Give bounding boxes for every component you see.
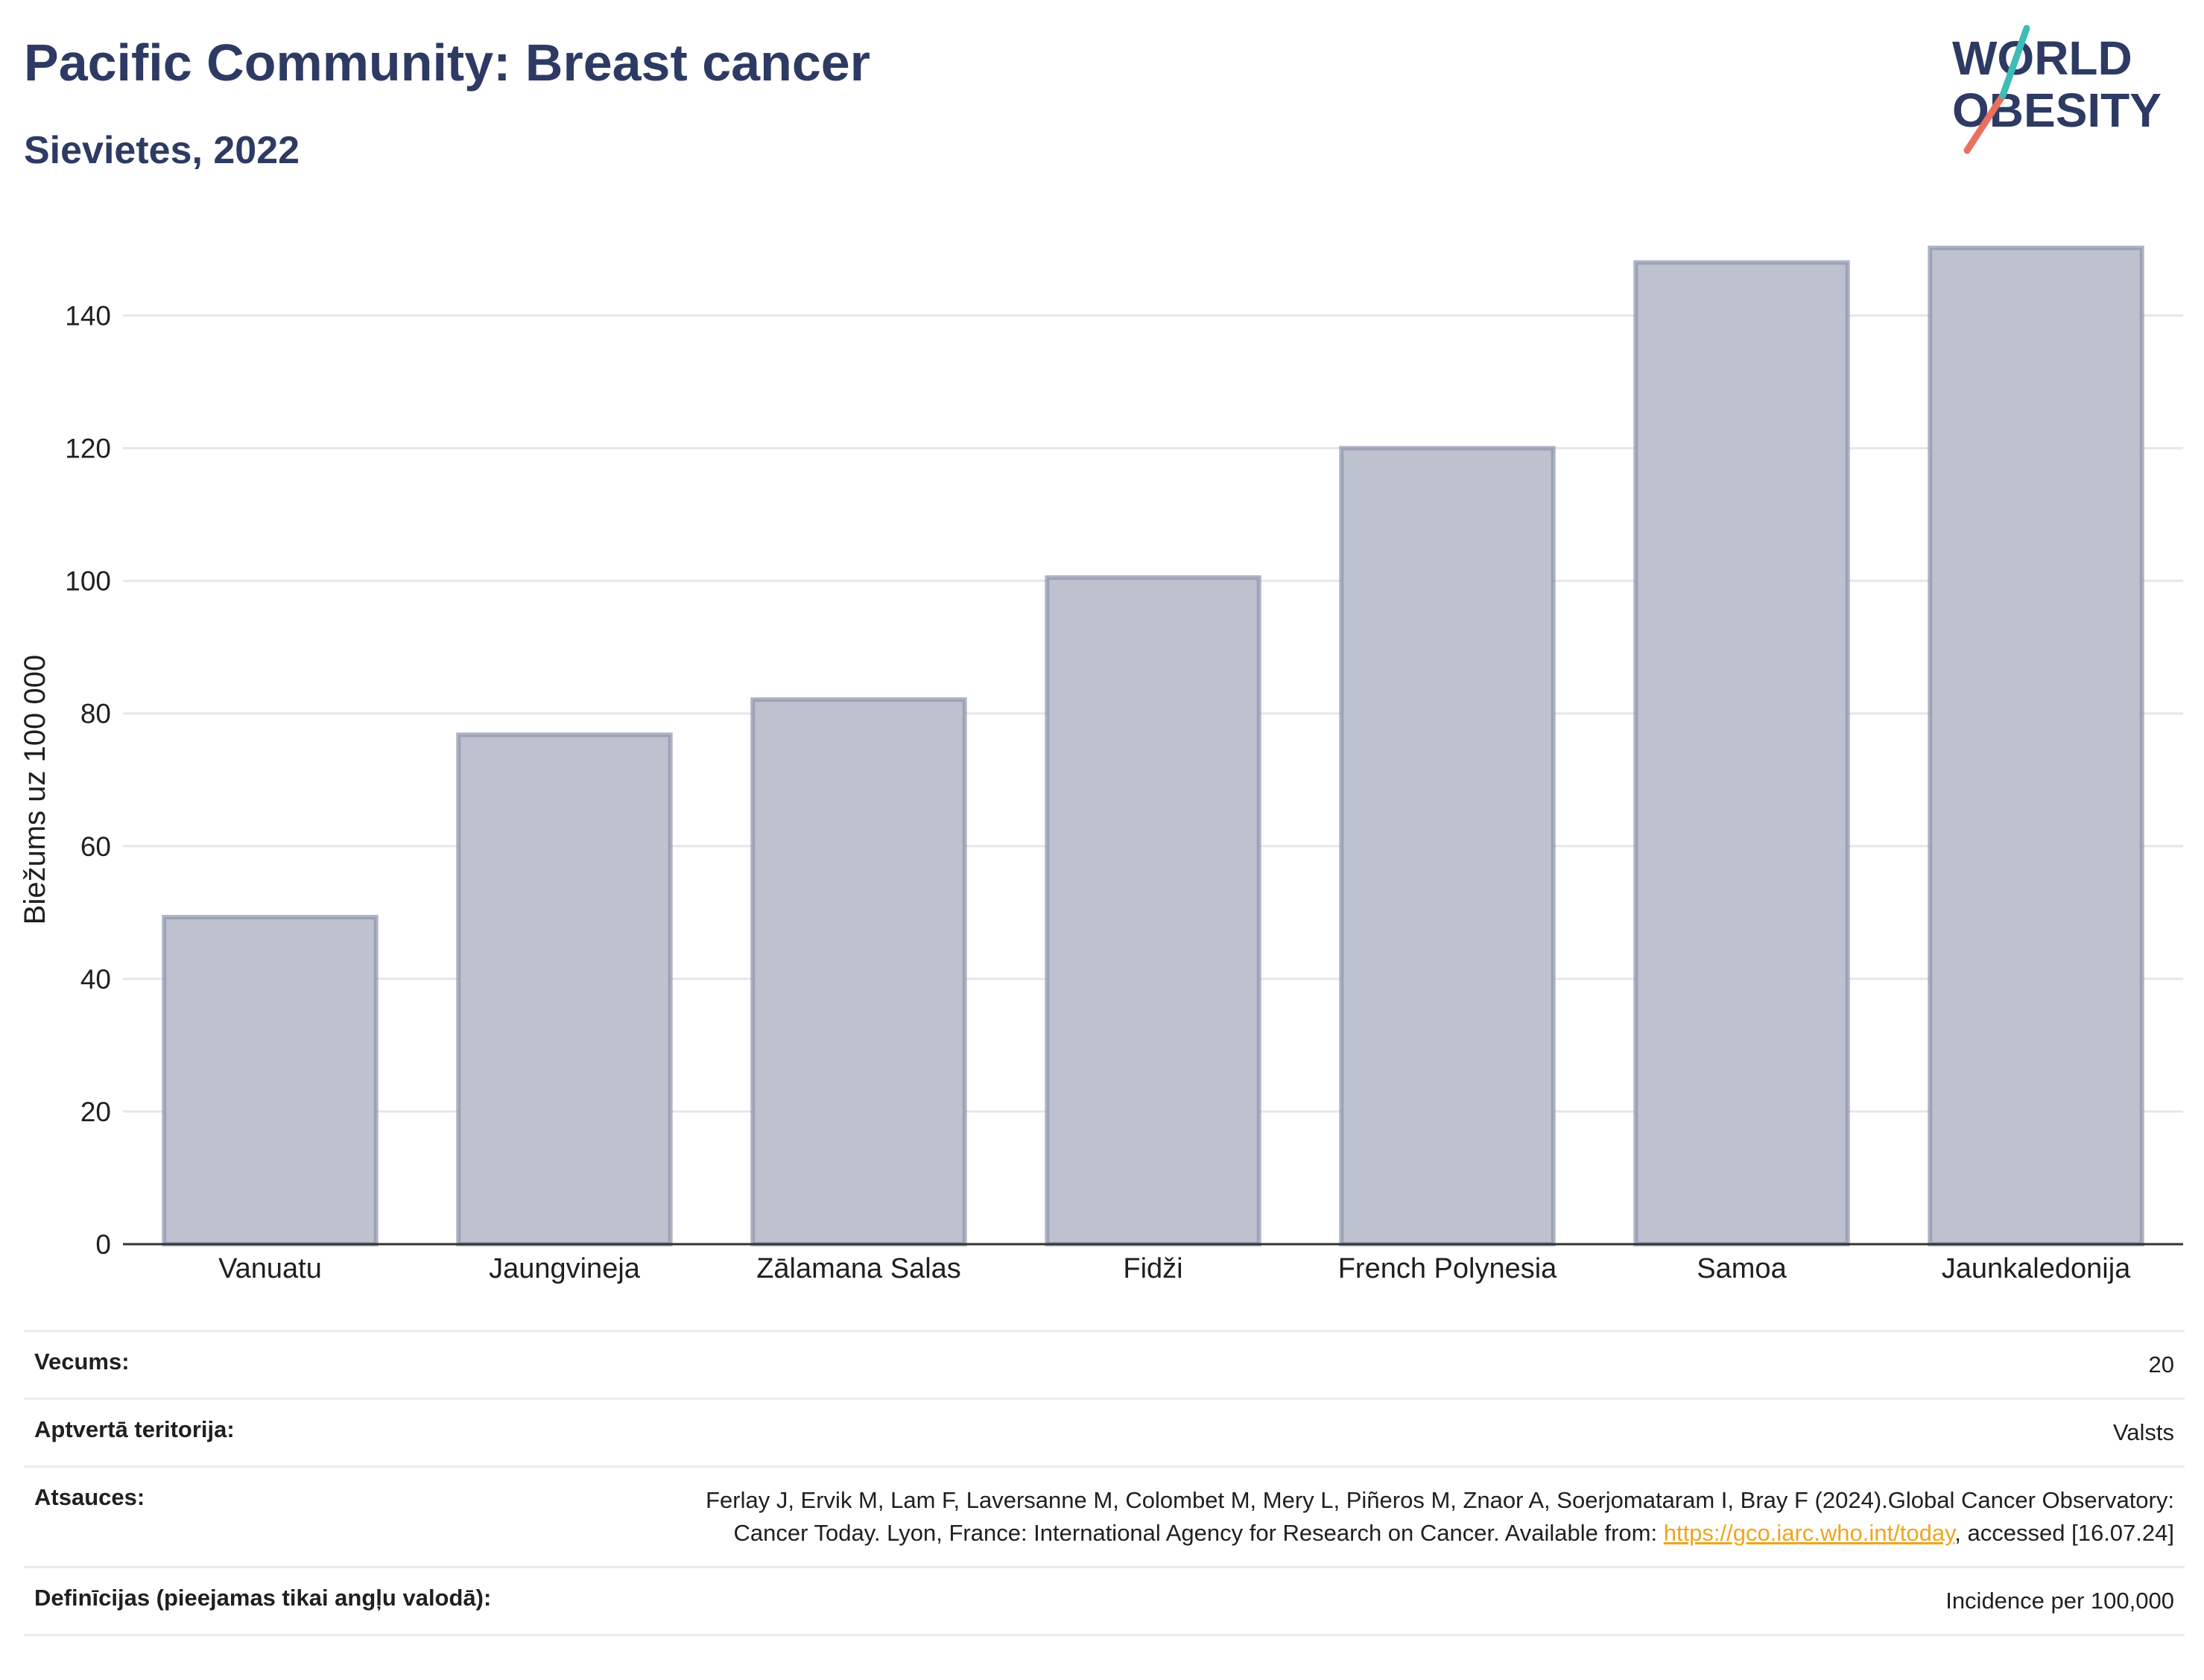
y-tick-label: 120 (65, 434, 111, 464)
info-row-definitions: Definīcijas (pieejamas tikai angļu valod… (24, 1566, 2185, 1636)
logo-line2: OBESITY (1952, 83, 2162, 137)
y-tick-label: 140 (65, 301, 111, 332)
info-row-age: Vecums: 20 (24, 1330, 2185, 1398)
info-table: Vecums: 20 Aptvertā teritorija: Valsts A… (24, 1330, 2185, 1636)
reference-text: Ferlay J, Ervik M, Lam F, Laversanne M, … (684, 1484, 2174, 1550)
logo-line1: WORLD (1952, 31, 2132, 85)
chart-subtitle: Sievietes, 2022 (24, 129, 300, 172)
bar-z-lamana-salas (750, 697, 967, 1246)
y-tick-label: 80 (80, 699, 111, 729)
bar-jaungvineja (456, 732, 673, 1246)
info-value: Incidence per 100,000 (1945, 1588, 2174, 1614)
bar-jaunkaledonija (1928, 245, 2144, 1247)
bar-french-polynesia (1339, 446, 1556, 1246)
bar-samoa (1633, 260, 1850, 1246)
x-tick-label: Vanuatu (218, 1253, 322, 1284)
info-value: 20 (2148, 1351, 2174, 1378)
info-label: Aptvertā teritorija: (34, 1416, 235, 1442)
x-tick-label: Samoa (1697, 1253, 1787, 1284)
bar-chart: 0 20 40 60 80 100 120 140 Vanuatu Jaungvineja Zāl… (19, 245, 2183, 1284)
info-row-coverage: Aptvertā teritorija: Valsts (24, 1398, 2185, 1465)
chart-title: Pacific Community: Breast cancer (24, 34, 870, 92)
x-tick-label: Jaunkaledonija (1942, 1253, 2131, 1284)
y-tick-label: 20 (80, 1097, 111, 1127)
x-tick-label: Fidži (1123, 1253, 1182, 1284)
y-tick-label: 40 (80, 964, 111, 995)
x-tick-label: Zālamana Salas (756, 1253, 961, 1284)
x-tick-label: Jaungvineja (489, 1253, 641, 1284)
bar-vanuatu (162, 915, 379, 1247)
logo-slash-teal (1999, 25, 2030, 99)
world-obesity-logo: WORLD OBESITY (1952, 25, 2162, 154)
y-tick-labels: 0 20 40 60 80 100 120 140 (65, 301, 111, 1260)
reference-link[interactable]: https://gco.iarc.who.int/today (1663, 1520, 1955, 1546)
bars (162, 245, 2144, 1247)
y-axis-label: Biežums uz 100 000 (19, 655, 51, 925)
info-value: Valsts (2112, 1419, 2174, 1445)
reference-accessed: , accessed [16.07.24] (1954, 1520, 2174, 1546)
reference-citation: Ferlay J, Ervik M, Lam F, Laversanne M, … (706, 1487, 2174, 1546)
y-tick-label: 0 (95, 1229, 111, 1260)
y-tick-label: 60 (80, 831, 111, 862)
info-label: Vecums: (34, 1348, 130, 1375)
info-label: Definīcijas (pieejamas tikai angļu valod… (34, 1585, 492, 1611)
info-label: Atsauces: (34, 1484, 145, 1510)
y-tick-label: 100 (65, 566, 111, 597)
bar-fid-i (1045, 575, 1261, 1246)
x-tick-labels: Vanuatu Jaungvineja Zālamana Salas Fidži Fre… (218, 1253, 2131, 1284)
x-tick-label: French Polynesia (1338, 1253, 1557, 1284)
info-row-references: Atsauces: Ferlay J, Ervik M, Lam F, Lave… (24, 1465, 2185, 1566)
logo-slash-red (1963, 92, 2007, 154)
